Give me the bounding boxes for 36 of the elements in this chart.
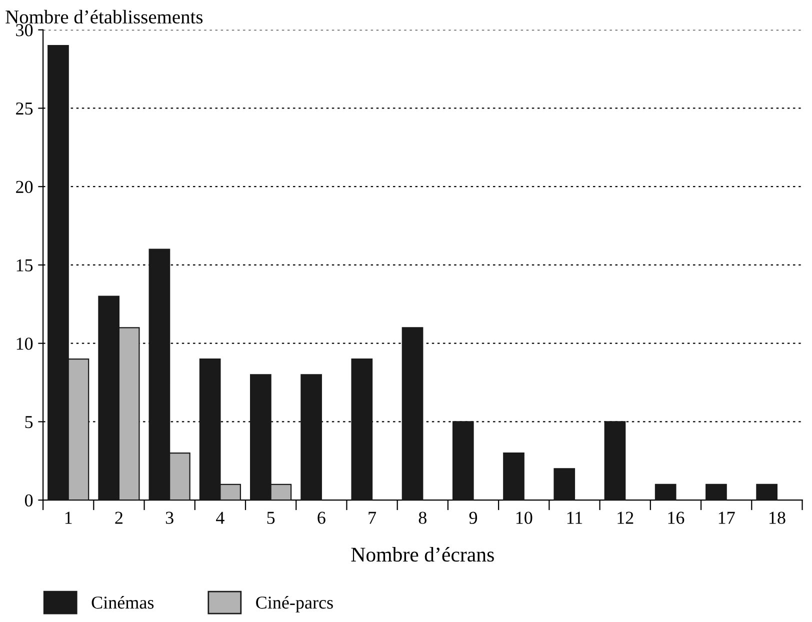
bar (654, 484, 676, 500)
y-tick-label: 15 (16, 259, 33, 272)
legend-label: Cinémas (92, 596, 154, 609)
y-tick-label: 0 (24, 494, 33, 507)
x-tick-label: 10 (516, 512, 532, 524)
x-tick-label: 11 (567, 512, 582, 524)
x-tick-label: 5 (267, 512, 275, 524)
x-tick-label: 9 (469, 512, 478, 524)
x-tick-label: 16 (668, 512, 684, 524)
y-tick-label: 5 (25, 416, 33, 428)
x-tick-label: 3 (166, 512, 174, 524)
y-tick-label: 20 (16, 180, 33, 194)
x-tick-label: 2 (115, 512, 122, 524)
x-axis-title: Nombre d’écrans (351, 546, 494, 562)
x-tick-label: 4 (216, 512, 224, 524)
x-tick-label: 8 (418, 512, 426, 524)
y-tick-label: 30 (16, 24, 33, 36)
y-tick-label: 25 (16, 102, 33, 115)
x-tick-label: 6 (318, 512, 326, 524)
x-tick-label: 12 (618, 512, 634, 524)
x-tick-label: 17 (718, 512, 735, 524)
bar (402, 327, 424, 500)
legend-label: Ciné-parcs (256, 596, 333, 612)
bar (503, 452, 524, 500)
x-tick-label: 1 (65, 512, 72, 524)
x-tick-label: 7 (368, 512, 376, 524)
bar (300, 374, 322, 500)
bar (351, 358, 373, 500)
y-axis-title: Nombre d’établissements (6, 10, 203, 24)
bar (756, 484, 778, 500)
bar (706, 484, 727, 500)
x-tick-label: 18 (770, 512, 786, 524)
bar (452, 421, 474, 500)
bar (604, 421, 626, 500)
y-tick-label: 10 (16, 338, 33, 350)
bar (554, 468, 576, 500)
